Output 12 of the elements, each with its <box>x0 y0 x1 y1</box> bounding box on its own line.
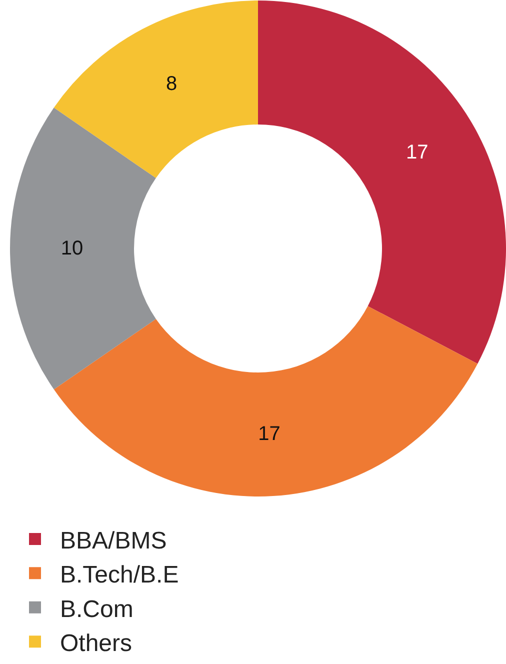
legend-label: B.Tech/B.E <box>60 562 179 589</box>
donut-slice <box>54 306 478 496</box>
donut-slice <box>54 0 258 178</box>
legend-label: BBA/BMS <box>60 527 167 554</box>
data-label: 10 <box>60 238 84 260</box>
data-label: 17 <box>406 141 428 164</box>
data-label: 8 <box>166 72 178 95</box>
data-label: 17 <box>258 423 280 446</box>
donut-slice <box>258 0 506 364</box>
legend-label: Others <box>60 630 132 657</box>
donut-slice <box>10 108 156 390</box>
legend-label: B.Com <box>60 596 134 623</box>
